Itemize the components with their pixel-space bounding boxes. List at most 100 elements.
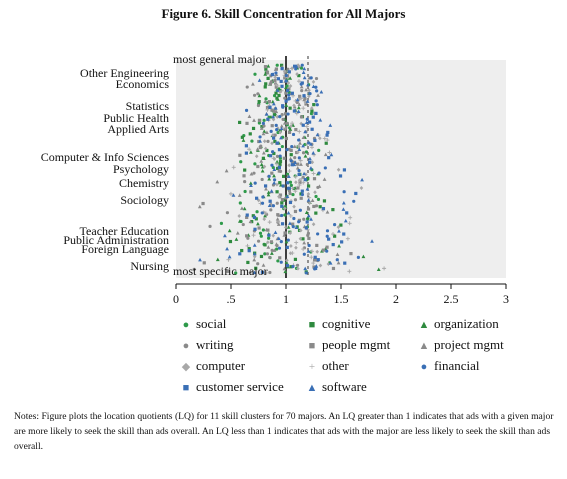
people-mgmt-point bbox=[287, 87, 291, 91]
writing-point bbox=[241, 222, 245, 227]
cognitive-point bbox=[263, 85, 267, 89]
social-point bbox=[243, 189, 247, 194]
project-mgmt-point bbox=[292, 144, 297, 149]
financial-point bbox=[286, 238, 290, 242]
customer-service-point bbox=[280, 84, 284, 88]
people-mgmt-point bbox=[299, 196, 303, 200]
organization-point bbox=[283, 269, 288, 274]
financial-point bbox=[281, 184, 285, 188]
software-point bbox=[198, 257, 202, 262]
writing-point bbox=[275, 154, 280, 159]
financial-point bbox=[267, 174, 271, 178]
people-mgmt-point bbox=[321, 248, 326, 252]
computer-point bbox=[262, 164, 267, 169]
other-point bbox=[290, 66, 295, 71]
computer-point bbox=[298, 228, 303, 233]
other-point bbox=[228, 191, 233, 196]
software-point bbox=[370, 239, 374, 243]
legend-item-computer: ◆ computer bbox=[180, 358, 245, 375]
legend-item-people-mgmt: ■ people mgmt bbox=[306, 337, 391, 354]
computer-point bbox=[262, 217, 267, 222]
people-mgmt-point bbox=[296, 162, 300, 166]
software-point bbox=[257, 78, 262, 82]
project-mgmt-point bbox=[276, 222, 281, 226]
software-point bbox=[275, 88, 280, 92]
cognitive-point bbox=[333, 234, 337, 238]
legend-item-social: ● social bbox=[180, 316, 227, 333]
financial-point bbox=[290, 145, 294, 149]
major-labels: Other EngineeringEconomicsStatisticsPubl… bbox=[41, 66, 170, 273]
financial-point bbox=[274, 123, 278, 127]
legend-marker: ■ bbox=[182, 382, 190, 394]
people-mgmt-point bbox=[284, 136, 288, 141]
cognitive-point bbox=[282, 174, 286, 178]
cognitive-point bbox=[331, 208, 335, 212]
customer-service-point bbox=[316, 258, 320, 262]
customer-service-point bbox=[307, 120, 312, 124]
people-mgmt-point bbox=[300, 115, 304, 119]
people-mgmt-point bbox=[298, 180, 302, 184]
social-point bbox=[238, 201, 242, 205]
software-point bbox=[315, 132, 320, 137]
computer-point bbox=[277, 194, 281, 199]
project-mgmt-point bbox=[282, 121, 287, 125]
people-mgmt-point bbox=[270, 124, 274, 128]
people-mgmt-point bbox=[266, 228, 270, 232]
customer-service-point bbox=[268, 154, 273, 158]
social-point bbox=[272, 94, 277, 98]
people-mgmt-point bbox=[289, 148, 293, 153]
people-mgmt-point bbox=[249, 190, 253, 194]
financial-point bbox=[289, 159, 293, 163]
financial-point bbox=[274, 71, 278, 75]
financial-point bbox=[260, 211, 264, 215]
computer-point bbox=[307, 201, 312, 206]
computer-point bbox=[310, 160, 315, 165]
software-point bbox=[305, 186, 310, 191]
writing-point bbox=[281, 117, 285, 121]
people-mgmt-point bbox=[307, 236, 311, 240]
customer-service-point bbox=[267, 233, 271, 237]
people-mgmt-point bbox=[265, 106, 270, 110]
major-label: Chemistry bbox=[119, 176, 169, 190]
social-point bbox=[250, 139, 254, 143]
writing-point bbox=[208, 224, 212, 228]
organization-point bbox=[260, 169, 265, 173]
software-point bbox=[343, 218, 348, 223]
writing-point bbox=[265, 252, 270, 256]
social-point bbox=[280, 144, 284, 149]
organization-point bbox=[276, 97, 280, 101]
social-point bbox=[316, 197, 321, 201]
computer-point bbox=[278, 130, 283, 135]
social-point bbox=[283, 213, 287, 217]
financial-point bbox=[325, 229, 330, 233]
software-point bbox=[302, 75, 307, 80]
social-point bbox=[289, 183, 293, 187]
customer-service-point bbox=[287, 70, 291, 74]
project-mgmt-point bbox=[336, 260, 341, 265]
software-point bbox=[271, 101, 276, 106]
customer-service-point bbox=[245, 213, 249, 217]
cognitive-point bbox=[314, 211, 318, 215]
customer-service-point bbox=[310, 127, 314, 131]
writing-point bbox=[262, 124, 266, 128]
other-point bbox=[301, 180, 306, 185]
annotation-most-general: most general major bbox=[173, 52, 266, 66]
cognitive-point bbox=[250, 220, 254, 224]
people-mgmt-point bbox=[258, 145, 262, 150]
computer-point bbox=[270, 141, 274, 146]
project-mgmt-point bbox=[301, 135, 306, 140]
financial-point bbox=[261, 121, 265, 125]
customer-service-point bbox=[276, 77, 281, 81]
cognitive-point bbox=[276, 87, 280, 91]
customer-service-point bbox=[327, 156, 331, 160]
financial-point bbox=[278, 154, 282, 158]
organization-point bbox=[284, 260, 289, 264]
people-mgmt-point bbox=[331, 266, 336, 271]
computer-point bbox=[326, 262, 331, 267]
writing-point bbox=[293, 198, 298, 202]
project-mgmt-point bbox=[247, 114, 252, 119]
organization-point bbox=[273, 111, 277, 116]
legend-item-project-mgmt: ▲ project mgmt bbox=[418, 337, 504, 354]
computer-point bbox=[252, 254, 257, 259]
organization-point bbox=[248, 150, 253, 154]
